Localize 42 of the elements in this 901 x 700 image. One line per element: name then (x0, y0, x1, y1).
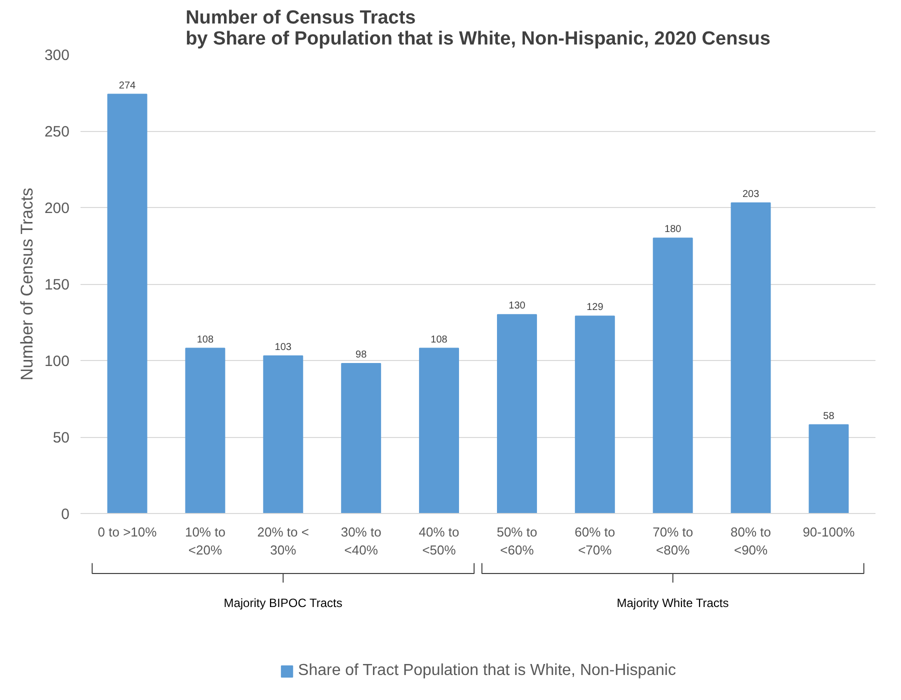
data-label: 108 (430, 334, 448, 346)
bar (730, 202, 771, 514)
x-tick-label: 0 to >10% (98, 524, 158, 540)
data-label: 98 (356, 350, 368, 361)
x-tick-label: 20% to < 30% (257, 524, 309, 558)
x-tick-label: 50% to <60% (496, 524, 538, 558)
data-label: 103 (274, 342, 292, 353)
y-tick-label: 0 (61, 506, 70, 523)
bar (107, 94, 148, 514)
x-tick-label: 70% to <80% (652, 524, 694, 558)
y-tick-label: 50 (52, 430, 70, 446)
text: Majority White Tracts (616, 596, 729, 610)
y-tick-label: 200 (44, 200, 70, 217)
x-tick-label: 30% to <40% (340, 524, 382, 558)
data-label: 274 (118, 80, 136, 92)
y-tick-label: 100 (44, 353, 70, 370)
bar (419, 348, 460, 514)
text: Majority BIPOC Tracts (224, 596, 342, 610)
y-tick-label: 250 (44, 124, 70, 140)
bar (808, 424, 849, 514)
x-tick-label: 40% to <50% (418, 524, 460, 558)
chart-title: Number of Census Tracts by Share of Population that is White, Non-Hispanic, 2020 Census (186, 8, 770, 50)
x-tick-label: 90-100% (802, 524, 856, 540)
bar (263, 355, 304, 514)
bar (496, 314, 537, 514)
x-tick-label: 10% to <20% (184, 524, 226, 558)
y-tick-label: 300 (44, 47, 70, 64)
bar (652, 238, 693, 514)
bar (574, 316, 615, 514)
legend-label: Share of Tract Population that is White, Non-Hispanic (298, 662, 676, 680)
data-label: 203 (742, 188, 760, 200)
x-tick-label: 80% to <90% (730, 524, 772, 558)
y-tick-label: 150 (44, 276, 70, 294)
data-label: 129 (586, 302, 604, 314)
x-tick-label: 60% to <70% (574, 524, 616, 558)
data-label: 180 (664, 224, 682, 236)
bar (185, 348, 226, 514)
data-label: 130 (508, 300, 526, 312)
data-label: 58 (823, 410, 835, 422)
data-label: 108 (196, 334, 214, 346)
bar (341, 363, 382, 514)
y-axis-title: Number of Census Tracts (17, 188, 36, 381)
